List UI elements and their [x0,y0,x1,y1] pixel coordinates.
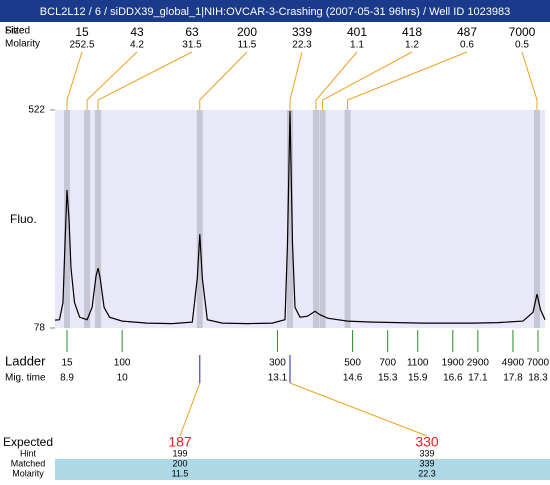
peak-connector [86,51,138,110]
peak-size: 7000 [509,25,536,39]
ladder-time: 13.1 [268,373,288,384]
ladder-size: 700 [379,358,396,369]
ladder-size: 500 [344,358,361,369]
hint-row-label: Hint [20,448,37,458]
fitted-row-label: Fitted [5,26,30,37]
peak-size: 63 [185,25,199,39]
matched-value: 339 [419,458,434,468]
peak-connector [322,51,413,110]
peak-molarity: 1.2 [405,40,419,51]
peak-connector [315,51,358,110]
y-tick-label: 522 [28,105,45,116]
peak-molarity: 31.5 [182,40,202,51]
peak-band [319,110,326,328]
peak-connector [97,51,193,110]
y-tick-label: 78 [34,323,46,334]
y-axis-label: Fluo. [10,212,37,226]
peak-connector [289,51,303,110]
expected-row-label: Expected [3,435,53,449]
peak-connector [66,51,83,110]
ladder-size: 2900 [467,358,490,369]
peak-band [95,110,102,328]
peak-size: 418 [402,25,422,39]
peak-band [196,110,203,328]
mig-time-label: Mig. time [5,373,46,384]
matched-row-bg [55,459,550,469]
molarity-value: 22.3 [418,468,436,478]
peak-molarity: 0.5 [515,40,529,51]
ladder-size: 1900 [442,358,465,369]
peak-size: 200 [237,25,257,39]
expected-connector [289,382,428,437]
ladder-time: 8.9 [60,373,74,384]
peak-band [286,110,293,328]
ladder-time: 15.3 [378,373,398,384]
ladder-time: 17.1 [468,373,488,384]
peak-molarity: 0.6 [460,40,474,51]
peak-size: 401 [347,25,367,39]
title-bar [0,0,550,22]
peak-molarity: 252.5 [69,40,94,51]
ladder-time: 16.6 [443,373,463,384]
ladder-time: 10 [117,373,129,384]
ladder-size: 7000 [527,358,550,369]
hint-value: 199 [172,448,187,458]
ladder-time: 15.9 [408,373,428,384]
ladder-size: 300 [269,358,286,369]
peak-band [64,110,71,328]
molarity-row-label: Molarity [5,39,40,50]
title: BCL2L12 / 6 / siDDX39_global_1|NIH:OVCAR… [40,6,510,18]
exp-molarity-row-label: Molarity [12,468,44,478]
peak-molarity: 1.1 [350,40,364,51]
peak-molarity: 22.3 [292,40,312,51]
peak-connector [521,51,538,110]
peak-molarity: 4.2 [130,40,144,51]
ladder-label: Ladder [5,353,46,368]
peak-molarity: 11.5 [238,40,257,51]
peak-size: 43 [130,25,144,39]
ladder-size: 4900 [502,358,525,369]
peak-band [84,110,91,328]
ladder-time: 17.8 [503,373,523,384]
expected-value: 187 [168,434,192,450]
expected-value: 330 [415,434,439,450]
peak-band [313,110,320,328]
plot-area [55,110,545,328]
peak-size: 15 [75,25,89,39]
size-row-label: Size [5,26,25,37]
hint-value: 339 [419,448,434,458]
matched-row-label: Matched [11,458,46,468]
ladder-time: 14.6 [343,373,363,384]
trace [54,110,546,325]
peak-connector [199,51,248,110]
ladder-size: 1100 [407,358,429,369]
ladder-time: 18.3 [528,373,548,384]
ladder-size: 100 [114,358,131,369]
molarity-row-bg [55,469,550,480]
peak-size: 339 [292,25,312,39]
peak-size: 487 [457,25,477,39]
peak-band [344,110,351,328]
expected-connector [179,382,201,437]
molarity-value: 11.5 [172,468,189,478]
matched-value: 200 [172,458,187,468]
peak-band [533,110,540,328]
peak-connector [347,51,468,110]
ladder-size: 15 [61,358,73,369]
